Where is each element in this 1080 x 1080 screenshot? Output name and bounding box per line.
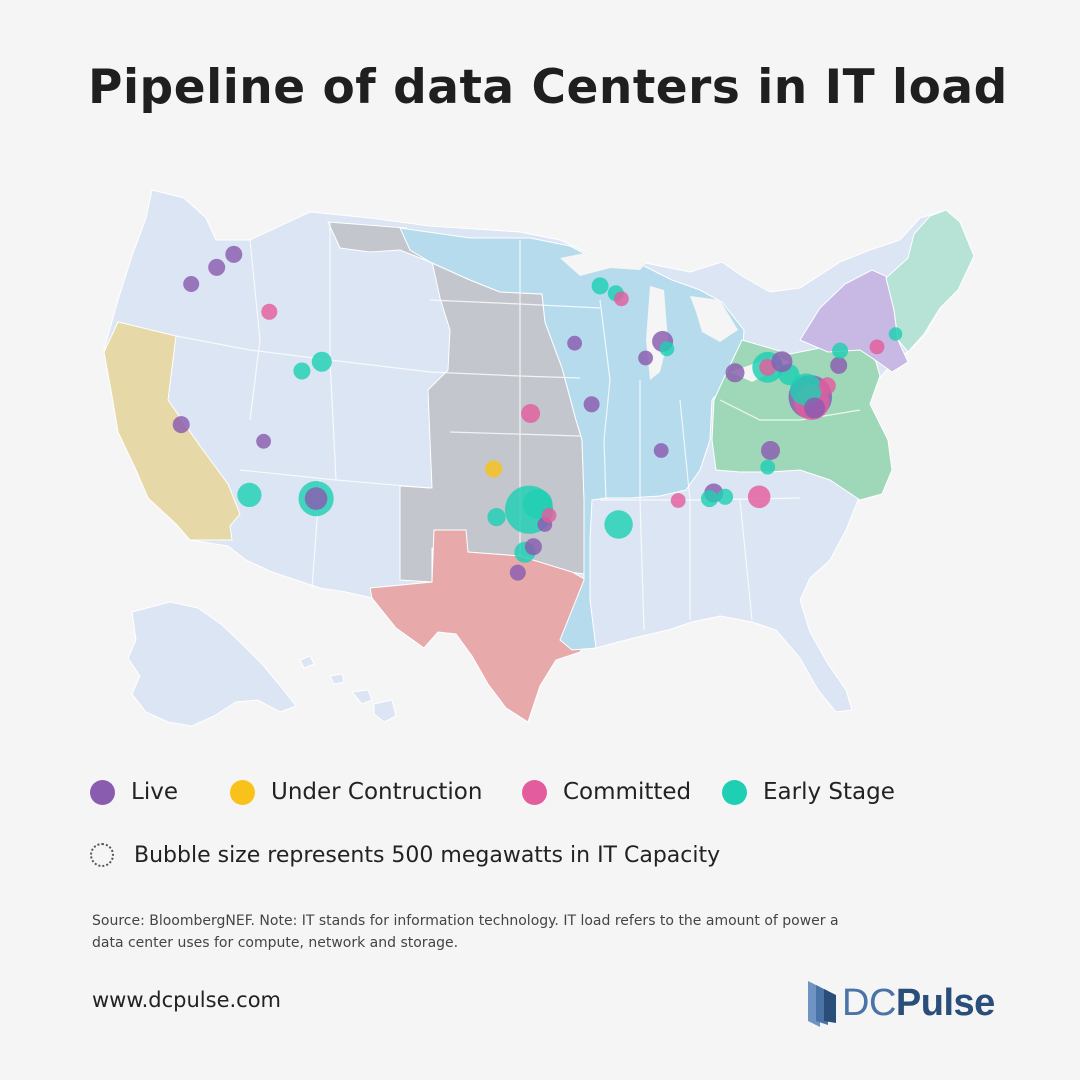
brand-suffix: Pulse: [895, 981, 995, 1024]
bubble-live: [725, 363, 745, 383]
bubble-early: [591, 277, 609, 295]
bubble-live: [172, 416, 190, 434]
border-line: [175, 335, 431, 373]
bubble-layer: [172, 245, 903, 581]
dcpulse-logo-icon: [808, 981, 836, 1027]
bubble-committed: [614, 291, 629, 307]
bubble-live: [653, 443, 669, 458]
legend-label: Early Stage: [763, 779, 895, 805]
page-title: Pipeline of data Centers in IT load: [88, 60, 1008, 115]
bubble-live: [567, 335, 582, 351]
bubble-early: [717, 488, 734, 505]
legend-item-live: Live: [90, 772, 178, 812]
region-alaska: [127, 601, 297, 727]
bubble-committed: [261, 303, 278, 320]
early-stage-dot-icon: [722, 779, 747, 805]
bubble-live: [638, 350, 653, 366]
dotted-circle-icon: [90, 843, 114, 867]
border-line: [239, 469, 431, 489]
committed-dot-icon: [522, 779, 547, 805]
bubble-size-note: Bubble size represents 500 megawatts in …: [90, 838, 720, 872]
size-note-label: Bubble size represents 500 megawatts in …: [134, 842, 721, 868]
brand-logo: DCPulse: [806, 975, 995, 1031]
legend-label: Live: [131, 779, 178, 805]
bubble-early: [701, 490, 718, 508]
bubble-early: [311, 351, 332, 372]
region-texas: [369, 529, 587, 723]
bubble-live: [804, 397, 826, 419]
bubble-live: [524, 538, 542, 556]
live-dot-icon: [90, 779, 115, 805]
bubble-early: [659, 341, 675, 357]
legend-item-early-stage: Early Stage: [722, 772, 895, 812]
bubble-early: [293, 362, 311, 380]
border-line: [739, 499, 753, 621]
region-hawaii: [299, 655, 397, 723]
bubble-committed: [818, 377, 836, 395]
region-new-england: [885, 209, 975, 353]
bubble-live: [225, 245, 243, 263]
border-line: [719, 399, 861, 421]
bubble-live: [509, 564, 526, 581]
bubble-committed: [670, 493, 686, 508]
border-line: [599, 299, 611, 501]
bubble-early: [760, 459, 776, 475]
bubble-committed: [747, 485, 771, 509]
legend-label: Committed: [563, 779, 692, 805]
legend: Live Under Contruction Committed Early S…: [90, 772, 990, 812]
border-line: [449, 431, 581, 437]
lake-superior: [560, 248, 650, 276]
website-link[interactable]: www.dcpulse.com: [92, 988, 282, 1012]
legend-item-committed: Committed: [522, 772, 691, 812]
brand-prefix: DC: [842, 981, 896, 1024]
brand-name: DCPulse: [842, 982, 995, 1025]
bubble-live: [583, 396, 600, 413]
bubble-early: [790, 373, 822, 406]
bubble-early: [832, 342, 849, 359]
bubble-early: [237, 482, 262, 507]
bubble-live: [183, 276, 200, 292]
bubble-live: [208, 258, 226, 276]
bubble-live: [304, 487, 328, 510]
bubble-committed: [521, 404, 541, 423]
map-regions: [103, 189, 975, 727]
bubble-live: [256, 433, 271, 449]
under-construction-dot-icon: [230, 779, 255, 805]
bubble-live: [761, 441, 780, 460]
border-line: [249, 239, 261, 421]
bubble-early: [487, 507, 506, 527]
bubble-live: [830, 356, 848, 374]
legend-item-under-construction: Under Contruction: [230, 772, 482, 812]
bubble-early: [888, 327, 903, 341]
bubble-committed: [541, 507, 557, 523]
bubble-committed: [869, 339, 885, 355]
legend-label: Under Contruction: [271, 779, 483, 805]
source-note: Source: BloombergNEF. Note: IT stands fo…: [92, 913, 839, 951]
bubble-live: [771, 351, 793, 373]
lake-huron: [690, 296, 738, 342]
bubble-early: [604, 510, 633, 539]
bubble-under-construction: [485, 460, 503, 478]
